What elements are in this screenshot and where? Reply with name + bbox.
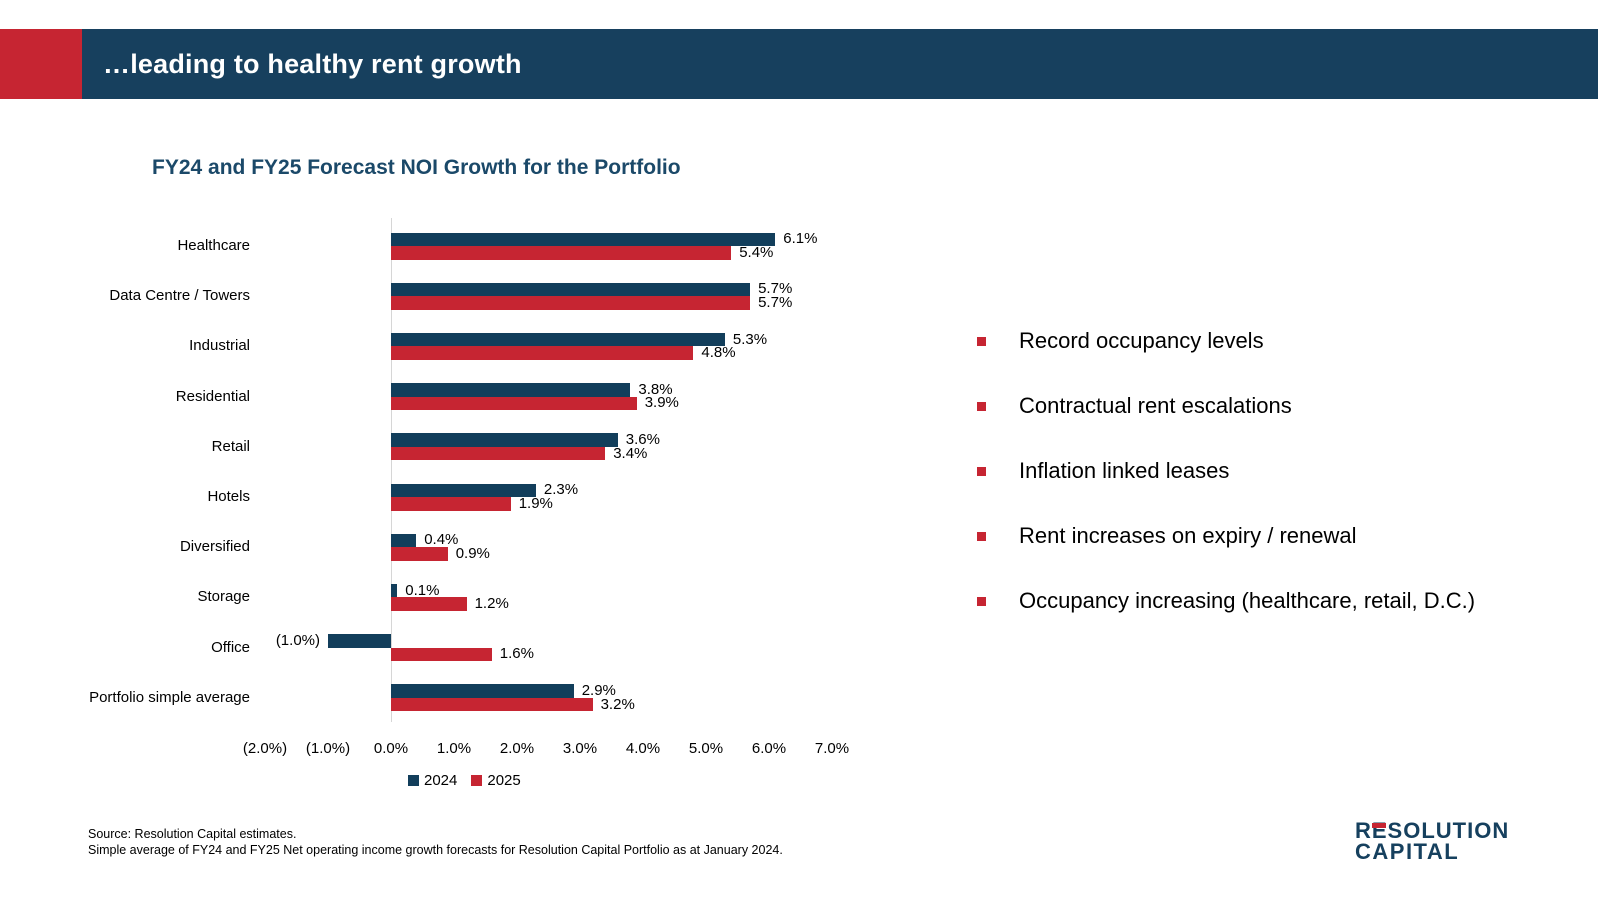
bullet-item: Contractual rent escalations	[977, 393, 1292, 419]
bar-2025	[391, 296, 751, 310]
bar-value-label: 5.4%	[739, 243, 774, 261]
category-label: Hotels	[207, 488, 250, 505]
bullet-square-icon	[977, 401, 986, 411]
bullet-text: Inflation linked leases	[1019, 458, 1230, 483]
x-tick-label: 2.0%	[499, 740, 535, 757]
bar-value-label: 5.3%	[732, 330, 768, 348]
bar-value-label: 2.3%	[543, 481, 579, 499]
bar-value-label: 1.6%	[499, 645, 534, 663]
source-line1: Source: Resolution Capital estimates.	[88, 827, 297, 841]
chart-title: FY24 and FY25 Forecast NOI Growth for th…	[152, 156, 681, 179]
header-accent-block	[0, 29, 82, 99]
x-tick-label: 6.0%	[751, 740, 787, 757]
bar-2024	[391, 684, 574, 698]
legend-item: 2025	[471, 772, 521, 789]
bar-2024	[391, 533, 417, 548]
logo: RESOLUTION CAPITAL	[1355, 818, 1510, 864]
category-label: Residential	[175, 387, 250, 405]
legend-swatch-2024	[408, 775, 419, 786]
bar-2024	[391, 282, 751, 297]
x-tick-label: 3.0%	[562, 740, 598, 757]
bar-value-label: 5.7%	[758, 293, 793, 311]
logo-line1: RESOLUTION	[1355, 818, 1510, 843]
legend-label: 2025	[487, 772, 521, 789]
bar-value-label: 2.9%	[581, 682, 616, 700]
category-label: Healthcare	[177, 237, 250, 254]
bar-value-label: 4.8%	[701, 344, 736, 362]
bar-value-label: (1.0%)	[275, 631, 320, 649]
x-tick-label: 4.0%	[625, 740, 661, 757]
category-label: Diversified	[179, 538, 250, 556]
x-tick-label: (1.0%)	[305, 740, 351, 757]
bullet-item: Inflation linked leases	[977, 458, 1229, 484]
legend: 2024 2025	[408, 772, 521, 789]
bullet-text: Record occupancy levels	[1019, 328, 1264, 353]
bar-2025	[391, 396, 637, 411]
bar-2025	[391, 597, 467, 611]
logo-line2: CAPITAL	[1355, 839, 1509, 864]
bullet-text: Contractual rent escalations	[1019, 393, 1292, 418]
category-label: Storage	[197, 588, 250, 606]
bar-2025	[391, 246, 732, 260]
bar-value-label: 0.4%	[424, 531, 459, 549]
bullet-item: Rent increases on expiry / renewal	[977, 523, 1357, 549]
bar-value-label: 0.1%	[405, 581, 440, 599]
bar-value-label: 3.9%	[644, 394, 679, 412]
bullet-text: Rent increases on expiry / renewal	[1019, 523, 1357, 548]
header-bar: …leading to healthy rent growth	[0, 29, 1598, 99]
logo-text-resolution: RESOLUTION	[1355, 818, 1510, 843]
bar-2024	[391, 383, 631, 397]
category-label: Portfolio simple average	[89, 688, 250, 706]
source-line2: Simple average of FY24 and FY25 Net oper…	[88, 843, 783, 857]
x-tick-label: 7.0%	[814, 740, 850, 757]
bullet-square-icon	[977, 336, 986, 346]
bar-value-label: 6.1%	[783, 230, 818, 248]
x-tick-label: 0.0%	[373, 740, 409, 757]
bar-2024	[391, 433, 618, 447]
chart-axis-line	[391, 218, 392, 722]
bar-value-label: 5.7%	[758, 280, 793, 298]
bullet-square-icon	[977, 596, 986, 606]
bullet-item: Record occupancy levels	[977, 328, 1264, 354]
bar-value-label: 3.4%	[613, 444, 648, 462]
x-tick-label: (2.0%)	[242, 740, 288, 757]
logo-red-mark	[1372, 823, 1386, 828]
bullet-square-icon	[977, 531, 986, 541]
bar-2025	[391, 346, 694, 360]
bar-2025	[391, 497, 511, 511]
bar-2025	[391, 547, 448, 561]
x-tick-label: 5.0%	[688, 740, 724, 757]
bar-2024	[391, 583, 398, 598]
bar-2024	[328, 634, 391, 648]
bullet-text: Occupancy increasing (healthcare, retail…	[1019, 588, 1476, 613]
legend-item: 2024	[408, 772, 457, 789]
bar-value-label: 1.2%	[474, 595, 509, 613]
x-tick-label: 1.0%	[436, 740, 472, 757]
bar-value-label: 3.6%	[625, 431, 660, 449]
category-label: Industrial	[189, 337, 250, 355]
bar-2024	[391, 483, 536, 497]
bar-2025	[391, 647, 492, 662]
bar-value-label: 1.9%	[518, 494, 553, 512]
category-label: Retail	[211, 437, 250, 455]
header-title: …leading to healthy rent growth	[103, 48, 522, 79]
bar-value-label: 3.8%	[638, 380, 673, 398]
bar-2025	[391, 697, 593, 712]
bar-value-label: 0.9%	[455, 544, 490, 562]
legend-label: 2024	[424, 772, 458, 789]
bar-2024	[391, 232, 776, 246]
bar-2024	[391, 332, 725, 347]
bullet-square-icon	[977, 466, 986, 476]
legend-swatch-2025	[471, 775, 483, 786]
bar-value-label: 3.2%	[600, 695, 635, 713]
logo-text-capital: CAPITAL	[1355, 839, 1460, 864]
bullet-item: Occupancy increasing (healthcare, retail…	[977, 588, 1475, 614]
category-label: Data Centre / Towers	[109, 287, 250, 305]
source-note: Source: Resolution Capital estimates. Si…	[88, 826, 783, 858]
category-label: Office	[211, 638, 250, 656]
bar-2025	[391, 446, 606, 461]
